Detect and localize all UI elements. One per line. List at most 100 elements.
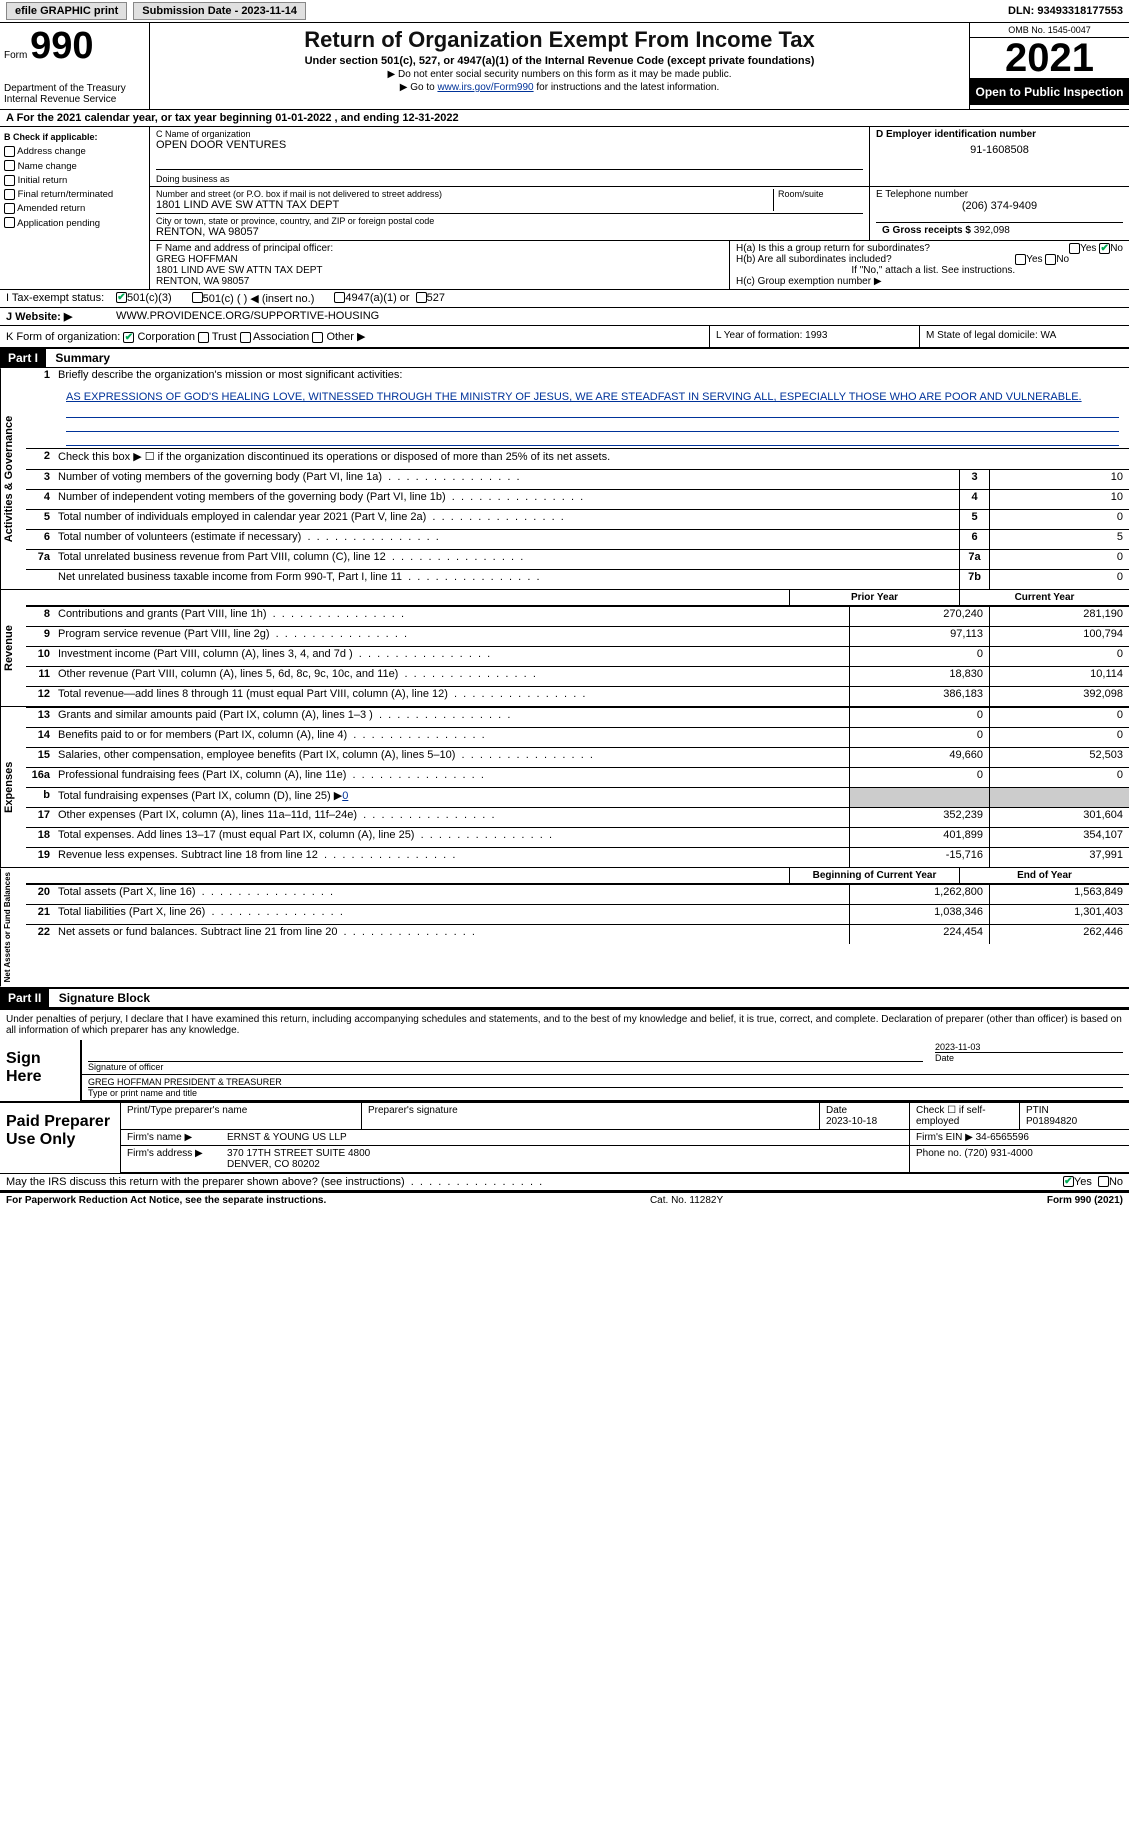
line-k: K Form of organization: Corporation Trus…: [0, 326, 709, 347]
part2-title: Signature Block: [59, 991, 150, 1005]
chk-corp[interactable]: [123, 332, 134, 343]
paid-preparer-label: Paid Preparer Use Only: [0, 1103, 120, 1173]
line16b: Total fundraising expenses (Part IX, col…: [54, 788, 849, 807]
d-ein-label: D Employer identification number: [876, 129, 1123, 140]
preparer-name-label: Print/Type preparer's name: [121, 1103, 361, 1129]
chk-other[interactable]: [312, 332, 323, 343]
current-year-hdr: Current Year: [959, 590, 1129, 605]
discuss-yes[interactable]: [1063, 1176, 1074, 1187]
table-row: 5Total number of individuals employed in…: [26, 509, 1129, 529]
table-row: 17Other expenses (Part IX, column (A), l…: [26, 807, 1129, 827]
line2-text: Check this box ▶ ☐ if the organization d…: [54, 449, 1129, 469]
discuss-no[interactable]: [1098, 1176, 1109, 1187]
chk-501c3[interactable]: [116, 292, 127, 303]
cat-no: Cat. No. 11282Y: [326, 1195, 1047, 1206]
chk-4947[interactable]: [334, 292, 345, 303]
table-row: 7aTotal unrelated business revenue from …: [26, 549, 1129, 569]
chk-final-return[interactable]: Final return/terminated: [4, 188, 145, 202]
table-row: 10Investment income (Part VIII, column (…: [26, 646, 1129, 666]
discuss-question: May the IRS discuss this return with the…: [6, 1176, 1063, 1188]
part1-title: Summary: [55, 351, 110, 365]
efile-print-button[interactable]: efile GRAPHIC print: [6, 2, 127, 20]
public-inspection: Open to Public Inspection: [970, 79, 1129, 105]
f-officer-label: F Name and address of principal officer:: [156, 243, 723, 254]
table-row: 3Number of voting members of the governi…: [26, 469, 1129, 489]
g-gross-label: G Gross receipts $: [882, 225, 971, 236]
table-row: 9Program service revenue (Part VIII, lin…: [26, 626, 1129, 646]
gross-receipts: 392,098: [974, 225, 1010, 236]
chk-assoc[interactable]: [240, 332, 251, 343]
sign-date-label: Date: [935, 1053, 1123, 1063]
table-row: Net unrelated business taxable income fr…: [26, 569, 1129, 589]
officer-city: RENTON, WA 98057: [156, 276, 723, 287]
chk-initial-return[interactable]: Initial return: [4, 174, 145, 188]
line-l: L Year of formation: 1993: [709, 326, 919, 347]
chk-trust[interactable]: [198, 332, 209, 343]
tab-activities: Activities & Governance: [0, 368, 26, 589]
chk-name-change[interactable]: Name change: [4, 160, 145, 174]
submission-date-button[interactable]: Submission Date - 2023-11-14: [133, 2, 306, 20]
table-row: 12Total revenue—add lines 8 through 11 (…: [26, 686, 1129, 706]
ein-value: 91-1608508: [876, 144, 1123, 156]
preparer-sig-label: Preparer's signature: [361, 1103, 819, 1129]
ha-no[interactable]: [1099, 243, 1110, 254]
table-row: 18Total expenses. Add lines 13–17 (must …: [26, 827, 1129, 847]
table-row: 15Salaries, other compensation, employee…: [26, 747, 1129, 767]
eoy-hdr: End of Year: [959, 868, 1129, 883]
ssn-note: ▶ Do not enter social security numbers o…: [158, 69, 961, 80]
form-footer: Form 990 (2021): [1047, 1195, 1123, 1206]
firm-name: ERNST & YOUNG US LLP: [221, 1130, 909, 1145]
tab-netassets: Net Assets or Fund Balances: [0, 868, 26, 986]
form-header: Form 990 Department of the Treasury Inte…: [0, 23, 1129, 110]
self-employed-chk[interactable]: Check ☐ if self-employed: [909, 1103, 1019, 1129]
table-row: 19Revenue less expenses. Subtract line 1…: [26, 847, 1129, 867]
hb-no[interactable]: [1045, 254, 1056, 265]
table-row: 21Total liabilities (Part X, line 26)1,0…: [26, 904, 1129, 924]
prep-date: 2023-10-18: [826, 1116, 877, 1127]
dba-label: Doing business as: [156, 169, 863, 184]
hb-yes[interactable]: [1015, 254, 1026, 265]
firm-addr: 370 17TH STREET SUITE 4800: [227, 1148, 370, 1159]
line-m: M State of legal domicile: WA: [919, 326, 1129, 347]
table-row: 22Net assets or fund balances. Subtract …: [26, 924, 1129, 944]
table-row: 13Grants and similar amounts paid (Part …: [26, 707, 1129, 727]
website-value: WWW.PROVIDENCE.ORG/SUPPORTIVE-HOUSING: [116, 310, 379, 323]
hb-note: If "No," attach a list. See instructions…: [736, 265, 1123, 276]
paperwork-notice: For Paperwork Reduction Act Notice, see …: [6, 1195, 326, 1206]
chk-amended-return[interactable]: Amended return: [4, 202, 145, 216]
e-phone-label: E Telephone number: [876, 189, 1123, 200]
table-row: 16aProfessional fundraising fees (Part I…: [26, 767, 1129, 787]
line-i: I Tax-exempt status: 501(c)(3) 501(c) ( …: [0, 290, 1129, 308]
addr-label: Number and street (or P.O. box if mail i…: [156, 189, 773, 199]
ha-yes[interactable]: [1069, 243, 1080, 254]
line1-label: Briefly describe the organization's miss…: [54, 368, 1129, 388]
org-name: OPEN DOOR VENTURES: [156, 139, 863, 151]
line-j: J Website: ▶ WWW.PROVIDENCE.ORG/SUPPORTI…: [0, 308, 1129, 326]
sign-date: 2023-11-03: [935, 1042, 1123, 1053]
chk-527[interactable]: [416, 292, 427, 303]
section-b: B Check if applicable: Address change Na…: [0, 127, 150, 289]
part1-badge: Part I: [0, 349, 46, 367]
officer-printed-name: GREG HOFFMAN PRESIDENT & TREASURER: [88, 1077, 1123, 1088]
chk-501c[interactable]: [192, 292, 203, 303]
dept-label: Department of the Treasury Internal Reve…: [4, 83, 145, 105]
org-address: 1801 LIND AVE SW ATTN TAX DEPT: [156, 199, 773, 211]
officer-addr: 1801 LIND AVE SW ATTN TAX DEPT: [156, 265, 723, 276]
table-row: 4Number of independent voting members of…: [26, 489, 1129, 509]
room-label: Room/suite: [773, 189, 863, 211]
dln-label: DLN: 93493318177553: [1008, 5, 1123, 17]
tax-year: 2021: [970, 38, 1129, 79]
declaration-text: Under penalties of perjury, I declare th…: [0, 1010, 1129, 1040]
irs-link[interactable]: www.irs.gov/Form990: [437, 82, 533, 93]
shaded-cell: [849, 788, 989, 807]
ptin: P01894820: [1026, 1116, 1077, 1127]
tab-expenses: Expenses: [0, 707, 26, 867]
sign-here-label: Sign Here: [0, 1040, 80, 1101]
chk-address-change[interactable]: Address change: [4, 145, 145, 159]
ha-label: H(a) Is this a group return for subordin…: [736, 243, 930, 254]
form-number: 990: [30, 25, 93, 67]
part2-badge: Part II: [0, 989, 49, 1007]
chk-application-pending[interactable]: Application pending: [4, 217, 145, 231]
form-title: Return of Organization Exempt From Incom…: [158, 27, 961, 53]
officer-name: GREG HOFFMAN: [156, 254, 723, 265]
